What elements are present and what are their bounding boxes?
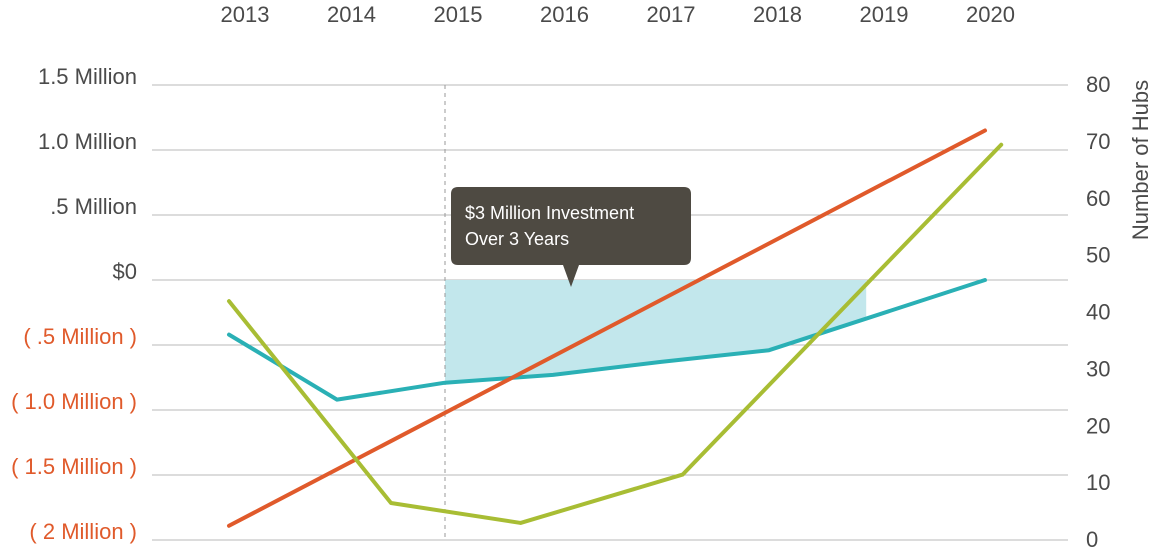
left-tick-label: .5 Million <box>50 194 137 219</box>
x-tick-label: 2018 <box>753 2 802 27</box>
x-tick-label: 2014 <box>327 2 376 27</box>
right-axis-ticks: 80 70 60 50 40 30 20 10 0 <box>1086 72 1110 549</box>
left-axis-ticks: 1.5 Million 1.0 Million .5 Million $0 ( .5 M… <box>11 64 137 544</box>
right-tick-label: 0 <box>1086 527 1098 549</box>
x-tick-label: 2017 <box>647 2 696 27</box>
right-tick-label: 60 <box>1086 186 1110 211</box>
left-tick-label: ( 1.0 Million ) <box>11 389 137 414</box>
left-tick-label: $0 <box>113 259 137 284</box>
left-tick-label: 1.5 Million <box>38 64 137 89</box>
right-axis-title: Number of Hubs <box>1128 80 1153 240</box>
right-tick-label: 20 <box>1086 413 1110 438</box>
right-tick-label: 70 <box>1086 129 1110 154</box>
series-group <box>227 128 1004 528</box>
x-tick-label: 2019 <box>860 2 909 27</box>
series-line-hubs-green <box>227 142 1004 525</box>
investment-callout: $3 Million Investment Over 3 Years <box>451 187 691 287</box>
series-line-cash-flow <box>227 278 987 402</box>
x-tick-label: 2013 <box>221 2 270 27</box>
callout-line-1: $3 Million Investment <box>465 203 634 223</box>
right-tick-label: 30 <box>1086 356 1110 381</box>
right-tick-label: 50 <box>1086 243 1110 268</box>
x-tick-label: 2020 <box>966 2 1015 27</box>
investment-shaded-area <box>445 280 867 383</box>
callout-box <box>451 187 691 287</box>
x-tick-label: 2016 <box>540 2 589 27</box>
left-tick-label: ( .5 Million ) <box>23 324 137 349</box>
right-tick-label: 80 <box>1086 72 1110 97</box>
right-tick-label: 40 <box>1086 300 1110 325</box>
left-tick-label: ( 1.5 Million ) <box>11 454 137 479</box>
x-tick-label: 2015 <box>434 2 483 27</box>
right-tick-label: 10 <box>1086 470 1110 495</box>
left-tick-label: ( 2 Million ) <box>29 519 137 544</box>
left-tick-label: 1.0 Million <box>38 129 137 154</box>
x-axis-ticks: 2013 2014 2015 2016 2017 2018 2019 2020 <box>221 2 1015 27</box>
callout-line-2: Over 3 Years <box>465 229 569 249</box>
